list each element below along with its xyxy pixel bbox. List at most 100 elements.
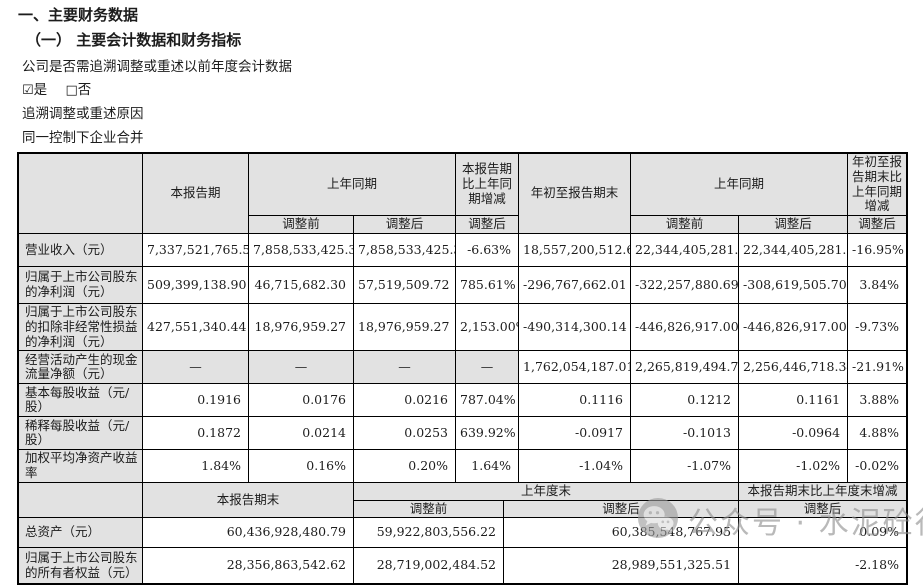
reason-value: 同一控制下企业合并	[22, 130, 144, 146]
subheader-before-adjust: 调整前	[630, 215, 740, 234]
checkbox-empty-icon: □	[65, 83, 78, 98]
cell-value: -322,257,880.69	[630, 266, 740, 304]
cell-value: 28,356,863,542.62	[142, 547, 354, 585]
subheader-before-adjust: 调整前	[353, 499, 504, 519]
col-header-current-period-end: 本报告期末	[142, 481, 354, 519]
cell-value: 22,344,405,281.55	[630, 233, 740, 267]
cell-value: 639.92%	[455, 416, 520, 451]
cell-value: 787.04%	[455, 383, 520, 418]
header-row-1: 本报告期 上年同期 本报告期比上年同期增减 年初至报告期末 上年同期 年初至报告…	[18, 153, 908, 234]
table-row: 归属于上市公司股东的净利润（元） 509,399,138.90 46,715,6…	[18, 266, 908, 304]
cell-value: -1.07%	[630, 449, 740, 483]
cell-value: -1.04%	[518, 449, 632, 483]
cell-value: -0.0964	[738, 416, 849, 451]
cell-value: 57,519,509.72	[352, 266, 457, 304]
row-label: 经营活动产生的现金流量净额（元）	[18, 350, 143, 385]
subheader-after-adjust: 调整后	[352, 215, 457, 234]
row-label: 归属于上市公司股东的扣除非经常性损益的净利润（元）	[18, 302, 143, 352]
subheader-after-adjust: 调整后	[455, 215, 520, 234]
subheader-after-adjust: 调整后	[738, 499, 908, 519]
table-row: 归属于上市公司股东的所有者权益（元） 28,356,863,542.62 28,…	[18, 547, 908, 585]
cell-value: -0.0917	[518, 416, 632, 451]
cell-value: 509,399,138.90	[142, 266, 249, 304]
cell-value: 1.64%	[455, 449, 520, 483]
cell-value: 18,976,959.27	[352, 302, 457, 352]
col-header-current-period: 本报告期	[142, 153, 249, 234]
row-label: 总资产（元）	[18, 517, 143, 549]
period-comparison-table: 本报告期 上年同期 本报告期比上年同期增减 年初至报告期末 上年同期 年初至报告…	[18, 153, 908, 483]
table-row: 加权平均净资产收益率 1.84% 0.16% 0.20% 1.64% -1.04…	[18, 449, 908, 483]
option-no-label: 否	[77, 82, 92, 98]
cell-value: 3.84%	[847, 266, 908, 304]
cell-value: 2,256,446,718.34	[738, 350, 849, 385]
cell-empty: —	[455, 350, 520, 385]
cell-value: 28,719,002,484.52	[353, 547, 504, 585]
cell-value: 18,976,959.27	[248, 302, 354, 352]
cell-empty: —	[352, 350, 457, 385]
cell-value: 0.1161	[738, 383, 849, 418]
cell-value: 60,385,548,767.95	[502, 517, 740, 549]
header-row-2: 调整前 调整后 调整后 调整前 调整后 调整后	[19, 215, 908, 234]
cell-value: 785.61%	[455, 266, 520, 304]
table-row: 归属于上市公司股东的扣除非经常性损益的净利润（元） 427,551,340.44…	[18, 302, 908, 352]
cell-empty: —	[142, 350, 249, 385]
row-label: 归属于上市公司股东的净利润（元）	[18, 266, 143, 304]
cell-value: 0.09%	[738, 517, 908, 549]
subheader-before-adjust: 调整前	[248, 215, 354, 234]
cell-value: 0.0214	[248, 416, 354, 451]
cell-value: 1.84%	[142, 449, 249, 483]
financial-table: 本报告期 上年同期 本报告期比上年同期增减 年初至报告期末 上年同期 年初至报告…	[17, 152, 908, 585]
cell-value: 4.88%	[847, 416, 908, 451]
cell-value: 0.1212	[630, 383, 740, 418]
cell-value: 59,922,803,556.22	[353, 517, 504, 549]
cell-value: 46,715,682.30	[248, 266, 354, 304]
cell-value: -308,619,505.70	[738, 266, 849, 304]
table-row: 稀释每股收益（元/股） 0.1872 0.0214 0.0253 639.92%…	[18, 416, 908, 451]
cell-value: 1,762,054,187.01	[518, 350, 632, 385]
cell-value: -9.73%	[847, 302, 908, 352]
subheader-after-adjust: 调整后	[502, 499, 740, 519]
col-header-qoq-change: 本报告期比上年同期增减	[455, 153, 520, 216]
cell-value: -1.02%	[738, 449, 849, 483]
page-title: 一、主要财务数据	[18, 6, 139, 24]
cell-value: -296,767,662.01	[518, 266, 632, 304]
cell-empty: —	[248, 350, 354, 385]
cell-value: -446,826,917.00	[738, 302, 849, 352]
col-header-ytd: 年初至报告期末	[518, 153, 632, 234]
reason-label: 追溯调整或重述原因	[22, 106, 144, 122]
col-header-end-change: 本报告期末比上年度末增减	[738, 481, 908, 501]
cell-value: 2,265,819,494.75	[630, 350, 740, 385]
cell-value: 7,858,533,425.37	[352, 233, 457, 267]
cell-value: 0.1116	[518, 383, 632, 418]
cell-value: 0.0253	[352, 416, 457, 451]
cell-value: -21.91%	[847, 350, 908, 385]
period-end-table: 本报告期末 上年度末 本报告期末比上年度末增减 调整前 调整后 调整后 总资产（…	[18, 481, 908, 585]
option-yes-label: 是	[33, 82, 48, 98]
cell-value: 0.1872	[142, 416, 249, 451]
cell-value: 0.16%	[248, 449, 354, 483]
cell-value: -6.63%	[455, 233, 520, 267]
restate-options: ☑是 □否	[22, 78, 105, 98]
cell-value: -490,314,300.14	[518, 302, 632, 352]
cell-value: 3.88%	[847, 383, 908, 418]
option-no: □否	[65, 82, 91, 98]
col-header-ytd-change: 年初至报告期末比上年同期增减	[847, 153, 908, 216]
cell-value: 60,436,928,480.79	[142, 517, 354, 549]
table-row: 经营活动产生的现金流量净额（元） — — — — 1,762,054,187.0…	[18, 350, 908, 385]
cell-value: 18,557,200,512.65	[518, 233, 632, 267]
section-subtitle: （一） 主要会计数据和财务指标	[26, 31, 242, 49]
table-row: 基本每股收益（元/股） 0.1916 0.0176 0.0216 787.04%…	[18, 383, 908, 418]
cell-value: -0.02%	[847, 449, 908, 483]
cell-value: 7,337,521,765.50	[142, 233, 249, 267]
option-yes: ☑是	[22, 82, 47, 98]
cell-value: 0.1916	[142, 383, 249, 418]
subheader-after-adjust: 调整后	[847, 215, 908, 234]
cell-value: 0.0216	[352, 383, 457, 418]
cell-value: 0.0176	[248, 383, 354, 418]
cell-value: 22,344,405,281.55	[738, 233, 849, 267]
cell-value: 427,551,340.44	[142, 302, 249, 352]
table-row: 营业收入（元） 7,337,521,765.50 7,858,533,425.3…	[18, 233, 908, 267]
cell-value: 28,989,551,325.51	[502, 547, 740, 585]
cell-value: 7,858,533,425.37	[248, 233, 354, 267]
cell-value: -16.95%	[847, 233, 908, 267]
